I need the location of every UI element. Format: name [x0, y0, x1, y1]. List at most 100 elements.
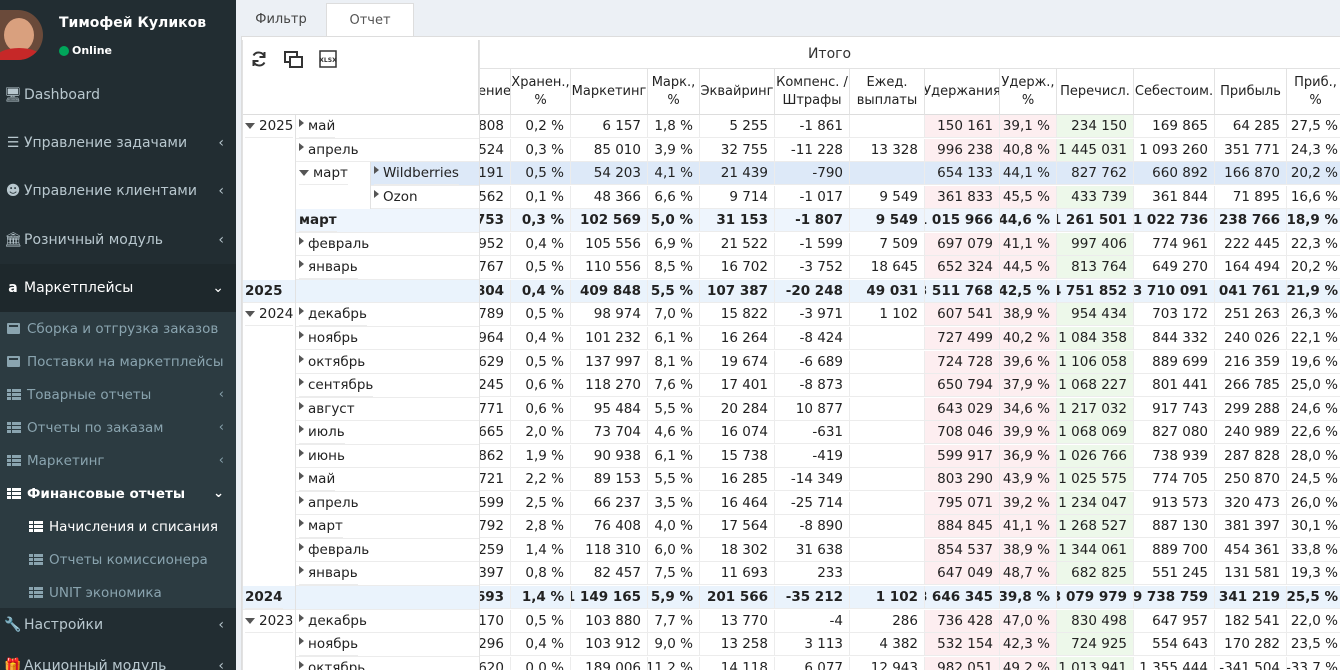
- caret-right-icon[interactable]: [299, 660, 304, 669]
- refresh-icon[interactable]: [248, 48, 270, 70]
- subsub-unit[interactable]: UNIT экономика: [22, 576, 236, 609]
- column-header-c10[interactable]: Перечисл.: [1057, 69, 1134, 115]
- month-label[interactable]: март: [299, 162, 348, 186]
- caret-right-icon[interactable]: [299, 142, 304, 151]
- subsub-accruals[interactable]: Начисления и списания: [22, 510, 236, 543]
- month-label[interactable]: июнь: [299, 445, 345, 468]
- caret-right-icon[interactable]: [299, 637, 304, 646]
- caret-right-icon[interactable]: [299, 519, 304, 528]
- year-label[interactable]: 2024: [245, 303, 294, 327]
- caret-right-icon[interactable]: [299, 495, 304, 504]
- table-cell-c8: 650 794: [925, 374, 1000, 398]
- caret-right-icon[interactable]: [299, 378, 304, 387]
- caret-right-icon[interactable]: [299, 260, 304, 269]
- sub-supplies[interactable]: Поставки на маркетплейсы: [0, 345, 236, 378]
- month-label[interactable]: февраль: [299, 539, 370, 562]
- column-header-c8[interactable]: Удержания: [925, 69, 1000, 115]
- month-label[interactable]: октябрь: [299, 657, 365, 670]
- caret-right-icon[interactable]: [299, 307, 304, 316]
- month-label[interactable]: февраль: [299, 233, 370, 256]
- column-header-c12[interactable]: Прибыль: [1215, 69, 1287, 115]
- marketplace-label[interactable]: Ozon: [374, 186, 418, 209]
- month-text: октябрь: [308, 353, 366, 370]
- month-label[interactable]: декабрь: [299, 303, 367, 327]
- menu-settings[interactable]: 🔧 Настройки ‹: [0, 601, 236, 649]
- column-header-c7[interactable]: Ежед. выплаты: [850, 69, 925, 115]
- table-cell-c12: 238 766: [1215, 209, 1287, 233]
- caret-right-icon[interactable]: [299, 354, 304, 363]
- caret-right-icon[interactable]: [374, 189, 379, 198]
- sub-assembly[interactable]: Сборка и отгрузка заказов: [0, 312, 236, 345]
- menu-dashboard[interactable]: 🖥 Dashboard: [0, 71, 236, 119]
- month-label[interactable]: апрель: [299, 492, 359, 515]
- caret-down-icon[interactable]: [245, 123, 255, 129]
- table-cell-c6: -1 599: [775, 232, 850, 256]
- menu-retail[interactable]: 🏛 Розничный модуль ‹: [0, 216, 236, 264]
- column-header-c3[interactable]: Маркетинг: [571, 69, 648, 115]
- month-label[interactable]: ноябрь: [299, 633, 359, 657]
- month-label[interactable]: март: [299, 515, 343, 539]
- caret-right-icon[interactable]: [299, 401, 304, 410]
- caret-right-icon[interactable]: [299, 330, 304, 339]
- column-header-c2[interactable]: Хранен.,%: [511, 69, 571, 115]
- menu-clients[interactable]: ☻ Управление клиентами ‹: [0, 167, 236, 215]
- caret-right-icon[interactable]: [299, 425, 304, 434]
- year-total-label[interactable]: 2025: [245, 280, 283, 303]
- month-label[interactable]: октябрь: [299, 351, 366, 374]
- month-label[interactable]: январь: [299, 562, 358, 586]
- menu-promo[interactable]: 🎁 Акционный модуль ‹: [0, 642, 236, 670]
- year-total-label[interactable]: 2024: [245, 586, 283, 609]
- menu-tasks[interactable]: ☰ Управление задачами ‹: [0, 119, 236, 167]
- row-label-bg: [296, 303, 479, 327]
- menu-marketplaces[interactable]: a Маркетплейсы ⌄: [0, 264, 236, 312]
- month-label[interactable]: ноябрь: [299, 327, 359, 350]
- month-label[interactable]: апрель: [299, 139, 359, 162]
- table-cell-c3: 95 484: [571, 397, 648, 421]
- month-total-label[interactable]: март: [299, 209, 337, 233]
- table-cell-c6: -25 714: [775, 491, 850, 515]
- column-header-c11[interactable]: Себестоим.: [1134, 69, 1215, 115]
- tab-report[interactable]: Отчет: [326, 3, 414, 36]
- tab-filter[interactable]: Фильтр: [255, 12, 307, 27]
- column-header-c13[interactable]: Приб.,%: [1287, 69, 1340, 115]
- caret-down-icon[interactable]: [245, 617, 255, 624]
- sub-order-reports[interactable]: Отчеты по заказам ‹: [0, 411, 236, 444]
- caret-right-icon[interactable]: [299, 542, 304, 551]
- month-label[interactable]: июль: [299, 421, 345, 445]
- caret-right-icon[interactable]: [299, 566, 304, 575]
- caret-right-icon[interactable]: [299, 119, 304, 127]
- export-xlsx-icon[interactable]: XLSX: [317, 48, 339, 70]
- subsub-commission[interactable]: Отчеты комиссионера: [22, 543, 236, 576]
- column-header-c4[interactable]: Марк.,%: [648, 69, 700, 115]
- caret-right-icon[interactable]: [374, 166, 379, 175]
- month-label[interactable]: август: [299, 398, 355, 421]
- column-header-c1[interactable]: ение: [479, 69, 511, 115]
- copy-window-icon[interactable]: [282, 48, 304, 70]
- caret-right-icon[interactable]: [299, 472, 304, 481]
- sub-product-reports[interactable]: Товарные отчеты ‹: [0, 378, 236, 411]
- table-cell-c12: 454 361: [1215, 538, 1287, 562]
- month-label[interactable]: май: [299, 115, 336, 138]
- caret-down-icon[interactable]: [245, 311, 255, 318]
- marketplace-label[interactable]: Wildberries: [374, 162, 459, 186]
- month-text: апрель: [308, 141, 359, 158]
- caret-right-icon[interactable]: [299, 236, 304, 245]
- sub-finance[interactable]: Финансовые отчеты ⌄: [0, 477, 236, 510]
- month-label[interactable]: декабрь: [299, 610, 367, 633]
- caret-right-icon[interactable]: [299, 613, 304, 622]
- year-text: 2023: [259, 612, 294, 629]
- column-header-c9[interactable]: Удерж.,%: [1000, 69, 1057, 115]
- sub-marketing[interactable]: Маркетинг ‹: [0, 444, 236, 477]
- table-cell-c1: 792: [479, 515, 511, 539]
- caret-right-icon[interactable]: [299, 448, 304, 457]
- year-label[interactable]: 2025: [245, 115, 294, 138]
- month-label[interactable]: май: [299, 468, 336, 492]
- month-label[interactable]: сентябрь: [299, 374, 374, 398]
- column-header-c6[interactable]: Компенс. / Штрафы: [775, 69, 850, 115]
- year-label[interactable]: 2023: [245, 610, 294, 633]
- table-cell-c9: 39,6 %: [1000, 350, 1057, 374]
- month-label[interactable]: январь: [299, 256, 358, 280]
- caret-down-icon[interactable]: [299, 170, 309, 177]
- table-cell-c4: 8,5 %: [648, 256, 700, 280]
- column-header-c5[interactable]: Эквайринг: [700, 69, 775, 115]
